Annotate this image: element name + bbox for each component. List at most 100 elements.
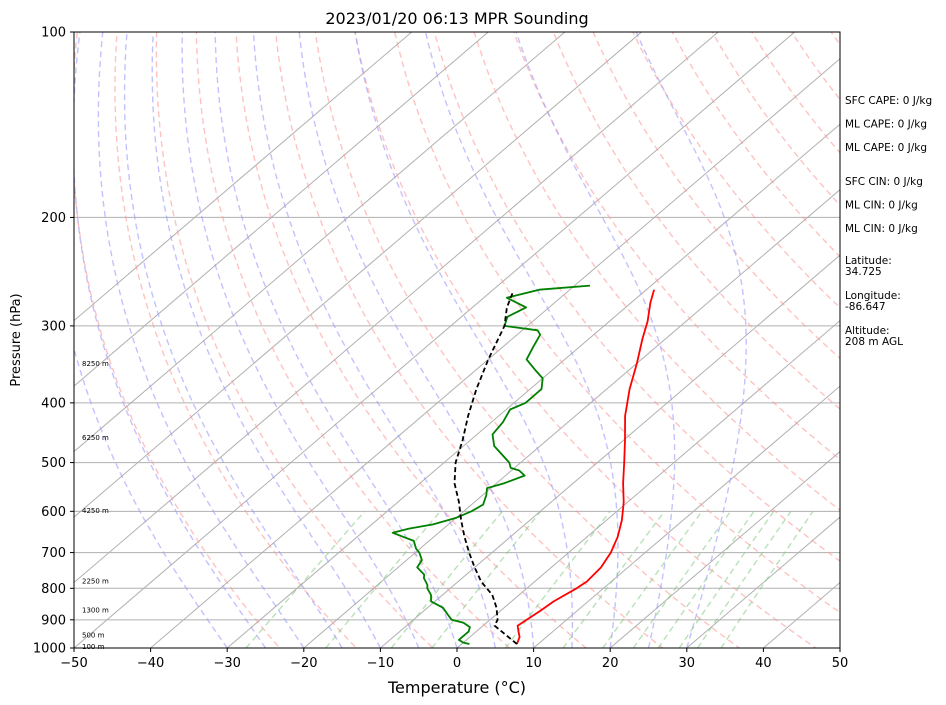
height-label: 1300 m: [82, 607, 109, 615]
x-tick-label: 0: [453, 656, 461, 671]
isotherm-line: [74, 32, 489, 387]
y-tick-label: 400: [41, 396, 66, 411]
y-tick-label: 200: [41, 211, 66, 226]
isotherm-line: [380, 254, 840, 648]
y-tick-label: 600: [41, 505, 66, 520]
moist-adiabat-line: [214, 32, 458, 648]
y-tick-label: 900: [41, 613, 66, 628]
location-label: Altitude:: [845, 325, 890, 337]
moist-adiabat-line: [123, 32, 343, 648]
mixing-ratio-line: [562, 510, 666, 648]
x-tick-label: 30: [679, 656, 696, 671]
y-tick-label: 500: [41, 456, 66, 471]
dry-adiabat-line: [114, 32, 358, 648]
location-value: -86.647: [845, 301, 886, 313]
x-tick-label: −30: [213, 656, 240, 671]
chart-title: 2023/01/20 06:13 MPR Sounding: [325, 9, 588, 28]
moist-adiabat-line: [97, 32, 305, 648]
y-tick-label: 800: [41, 582, 66, 597]
dry-adiabat-line: [314, 32, 741, 648]
y-tick-label: 1000: [33, 642, 66, 657]
y-tick-label: 700: [41, 546, 66, 561]
mixing-ratio-line: [245, 510, 366, 648]
isotherm-line: [74, 32, 796, 648]
location-value: 208 m AGL: [845, 336, 903, 348]
stat-label: SFC CAPE: 0 J/kg: [845, 95, 932, 107]
isotherm-line: [533, 385, 840, 648]
moist-adiabat-line: [354, 32, 574, 648]
moist-adiabat-line: [252, 32, 496, 648]
location-value: 34.725: [845, 266, 882, 278]
y-tick-label: 300: [41, 319, 66, 334]
height-label: 500 m: [82, 632, 105, 640]
mixing-ratio-line: [632, 510, 732, 648]
isotherm-line: [74, 32, 719, 584]
moist-adiabat-line: [74, 32, 267, 648]
moist-adiabat-line: [635, 32, 747, 648]
stat-label: ML CIN: 0 J/kg: [845, 200, 918, 212]
moist-adiabat-line: [424, 32, 619, 648]
y-axis-label: Pressure (hPa): [9, 293, 24, 386]
height-label: 4250 m: [82, 507, 109, 515]
mixing-ratio-line: [325, 510, 441, 648]
dewpoint-trace: [391, 284, 591, 645]
isotherm-line: [686, 516, 840, 648]
stat-label: ML CAPE: 0 J/kg: [845, 142, 927, 154]
x-tick-label: 40: [755, 656, 772, 671]
mixing-ratio-line: [697, 510, 792, 648]
dry-adiabat-line: [155, 32, 434, 648]
height-label: 2250 m: [82, 577, 109, 585]
mixing-ratio-line: [657, 510, 755, 648]
isotherm-line: [456, 319, 840, 648]
temperature-trace: [516, 289, 655, 645]
height-labels: 100 m 500 m 1300 m 2250 m 4250 m 6250 m 8250 m: [82, 360, 109, 651]
x-axis-label: Temperature (°C): [387, 678, 526, 697]
dry-adiabat-line: [275, 32, 664, 648]
background-lines: [74, 32, 840, 648]
moist-adiabat-line: [151, 32, 382, 648]
stat-label: SFC CIN: 0 J/kg: [845, 176, 923, 188]
parcel-profile-trace: [453, 292, 518, 645]
x-tick-label: 50: [832, 656, 849, 671]
dry-adiabat-line: [74, 32, 281, 648]
stat-label: ML CIN: 0 J/kg: [845, 223, 918, 235]
mixing-ratio-line: [678, 510, 775, 648]
side-panel: SFC CAPE: 0 J/kg ML CAPE: 0 J/kg ML CAPE: …: [845, 95, 932, 348]
x-tick-label: 20: [602, 656, 619, 671]
moist-adiabat-line: [298, 32, 535, 648]
mixing-ratio-line: [431, 510, 542, 648]
dry-adiabat-line: [394, 32, 840, 614]
height-label: 100 m: [82, 643, 105, 651]
x-tick-label: 10: [525, 656, 542, 671]
dry-adiabat-line: [195, 32, 511, 648]
height-label: 8250 m: [82, 360, 109, 368]
isotherm-line: [150, 58, 840, 648]
axis-ticks: −50 −40 −30 −20 −10 0 10 20 30 40 50 1000 900 800 700 6…: [33, 26, 848, 672]
dry-adiabat-line: [473, 32, 840, 512]
sounding-traces: [391, 284, 655, 645]
stat-label: ML CAPE: 0 J/kg: [845, 119, 927, 131]
moist-adiabat-line: [74, 346, 228, 648]
mixing-ratio-line: [602, 510, 703, 648]
mixing-ratio-line: [390, 510, 503, 648]
x-tick-label: −20: [290, 656, 317, 671]
dry-adiabat-line: [433, 32, 840, 563]
x-tick-label: −10: [367, 656, 394, 671]
dry-adiabat-line: [354, 32, 818, 648]
mixing-ratio-line: [720, 510, 814, 648]
y-tick-label: 100: [41, 26, 66, 41]
x-tick-label: −40: [137, 656, 164, 671]
dry-adiabat-line: [235, 32, 588, 648]
location-label: Latitude:: [845, 255, 892, 267]
isotherm-line: [303, 189, 840, 648]
moist-adiabat-line: [181, 32, 420, 648]
mixing-ratio-line: [504, 510, 611, 648]
isotherm-line: [74, 32, 642, 518]
moist-adiabat-line: [515, 32, 676, 648]
height-label: 6250 m: [82, 434, 109, 442]
isotherm-line: [226, 123, 840, 648]
isotherm-line: [74, 32, 413, 322]
isotherm-line: [74, 32, 566, 453]
